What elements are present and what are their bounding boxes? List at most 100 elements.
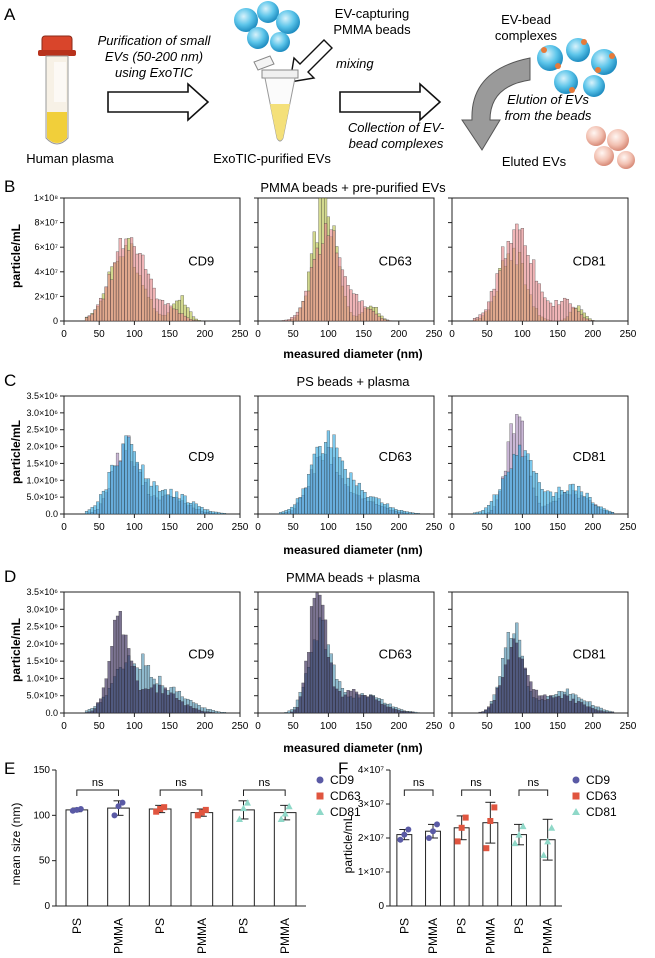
histogram-bar — [509, 647, 513, 714]
histogram-bar — [352, 293, 356, 322]
histogram-bar — [152, 287, 156, 322]
panel-d-title: PMMA beads + plasma — [286, 570, 421, 585]
histogram-subplot-cd81: CD81 0 50 100 150 200 250 — [448, 197, 637, 340]
histogram-bar — [385, 503, 390, 515]
histogram-bar — [281, 320, 285, 322]
x-category-label: PS — [153, 918, 167, 934]
histogram-bar — [211, 712, 215, 714]
histogram-bar — [309, 267, 314, 322]
histogram-bar — [113, 619, 117, 714]
histogram-bar — [87, 509, 91, 515]
histogram-bar — [99, 494, 103, 515]
histogram-bar — [127, 250, 131, 322]
subplot-label: CD63 — [379, 647, 412, 662]
significance-label: ns — [92, 777, 104, 789]
histogram-bar — [529, 681, 533, 714]
histogram-bar — [183, 315, 187, 322]
y-tick-label: 0.0 — [45, 708, 58, 718]
purification-text-line-3: using ExoTIC — [115, 65, 194, 80]
histogram-bar — [166, 494, 170, 515]
histogram-bar — [206, 509, 210, 515]
x-tick-label: 200 — [196, 522, 213, 533]
histogram-bar — [172, 308, 176, 322]
x-tick-label: 200 — [390, 522, 407, 533]
histogram-bar — [318, 594, 322, 714]
histogram-bar — [293, 709, 297, 714]
histogram-bar — [360, 490, 364, 515]
histogram-bar — [298, 307, 302, 322]
histogram-bar — [582, 317, 586, 322]
data-point — [285, 802, 293, 810]
data-point — [405, 826, 412, 833]
histogram-bar — [377, 498, 381, 515]
histogram-bar — [295, 311, 299, 322]
histogram-bar — [194, 708, 198, 714]
histogram-bar — [315, 446, 319, 515]
histogram-bar — [290, 711, 294, 714]
histogram-bar — [222, 513, 227, 515]
y-tick-label: 1.5×10⁶ — [27, 458, 59, 468]
histogram-bar — [135, 680, 139, 714]
histogram-bar — [383, 319, 387, 322]
y-tick-label: 0.0 — [45, 509, 58, 519]
histogram-bar — [135, 461, 139, 515]
histogram-bar — [608, 510, 612, 515]
histogram-bar — [568, 484, 572, 515]
histogram-bar — [96, 304, 100, 322]
histogram-bar — [172, 496, 176, 515]
histogram-bar — [169, 305, 173, 322]
histogram-bar — [487, 706, 491, 714]
legend-label: CD9 — [586, 773, 610, 787]
histogram-bar — [360, 695, 364, 714]
data-point — [511, 839, 519, 847]
legend-marker — [316, 792, 324, 800]
histogram-bar — [377, 316, 381, 322]
histogram-bar — [326, 235, 330, 322]
histogram-bar — [127, 648, 131, 714]
significance-bracket — [403, 789, 434, 796]
x-category-label: PMMA — [541, 918, 555, 954]
histogram-bar — [312, 597, 316, 714]
histogram-bar — [163, 489, 167, 515]
histogram-bar — [563, 297, 567, 322]
histogram-bar — [304, 487, 308, 515]
histogram-bar — [200, 710, 204, 714]
histogram-bar — [206, 711, 210, 714]
histogram-bar — [335, 447, 339, 515]
histogram-bar — [574, 702, 578, 714]
histogram-bar — [335, 252, 339, 322]
histogram-bar — [169, 692, 173, 714]
histogram-bar — [194, 320, 198, 322]
histogram-bar — [571, 698, 575, 714]
histogram-bar — [526, 675, 530, 714]
histogram-subplot-cd9: CD9 0 50 100 150 200 250 0 2×10⁷ 4×10⁷ 6×10⁷ 8×10⁷ 1… — [34, 193, 249, 340]
data-point — [426, 835, 432, 841]
histogram-bar — [107, 472, 111, 515]
x-tick-label: 50 — [94, 522, 106, 533]
histogram-bar — [596, 506, 600, 515]
histogram-bar — [478, 711, 482, 714]
histogram-bar — [84, 712, 89, 714]
histogram-bar — [472, 318, 477, 322]
x-tick-label: 0 — [61, 522, 67, 533]
histogram-bar — [149, 687, 153, 714]
x-tick-label: 100 — [126, 522, 143, 533]
histogram-bar — [374, 497, 378, 515]
histogram-bar — [503, 258, 508, 322]
x-tick-label: 50 — [482, 721, 494, 732]
y-tick-label: 1.0×10⁶ — [27, 475, 59, 485]
histogram-bar — [161, 693, 165, 714]
histogram-bar — [324, 442, 328, 515]
histogram-bar — [520, 228, 524, 322]
histogram-bar — [408, 512, 412, 515]
histogram-bar — [540, 291, 544, 322]
x-tick-label: 50 — [94, 721, 106, 732]
histogram-bar — [335, 688, 339, 714]
histogram-bar — [175, 491, 179, 515]
panel-e-y-label: mean size (nm) — [9, 803, 23, 886]
data-point — [487, 818, 494, 824]
histogram-bar — [222, 712, 227, 714]
histogram-bar — [492, 494, 496, 515]
subplot-label: CD81 — [573, 449, 606, 464]
data-point — [111, 812, 118, 819]
